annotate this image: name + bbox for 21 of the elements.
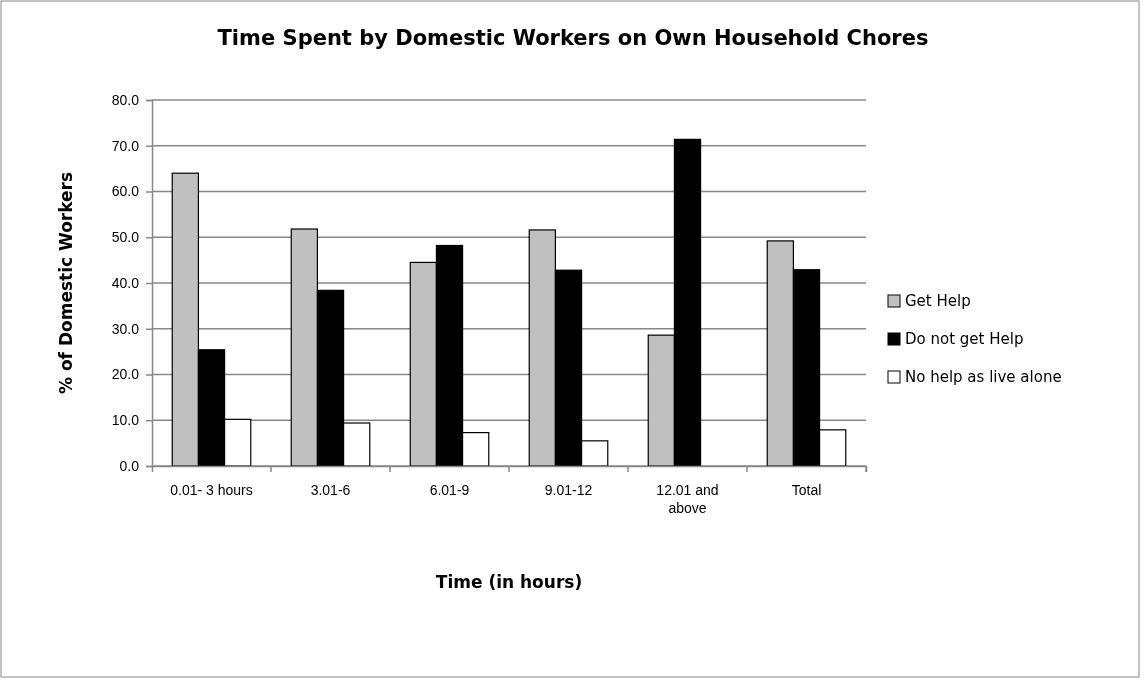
y-tick-label: 50.0	[111, 229, 140, 246]
chart-title: Time Spent by Domestic Workers on Own Household Chores	[217, 26, 929, 50]
y-tick-label: 60.0	[111, 183, 140, 200]
x-tick-label: 0.01- 3 hours	[170, 481, 253, 498]
x-tick-label: 3.01-6	[310, 481, 351, 498]
x-tick-label: 6.01-9	[429, 481, 470, 498]
y-tick-label: 20.0	[111, 366, 140, 383]
y-tick-label: 70.0	[111, 137, 140, 154]
legend-label: No help as live alone	[905, 368, 1062, 386]
legend-label: Do not get Help	[905, 330, 1024, 348]
y-tick-label: 30.0	[111, 320, 140, 337]
x-tick-label: 12.01 and above	[656, 481, 719, 516]
x-axis-title: Time (in hours)	[435, 572, 583, 592]
y-tick-label: 0.0	[119, 457, 140, 474]
y-tick-label: 80.0	[111, 91, 140, 108]
y-axis-title: % of Domestic Workers	[56, 171, 76, 395]
y-tick-label: 10.0	[111, 412, 140, 429]
y-tick-label: 40.0	[111, 274, 140, 291]
x-tick-label: Total	[791, 481, 822, 498]
legend-label: Get Help	[905, 292, 971, 310]
x-tick-label: 9.01-12	[544, 481, 593, 498]
